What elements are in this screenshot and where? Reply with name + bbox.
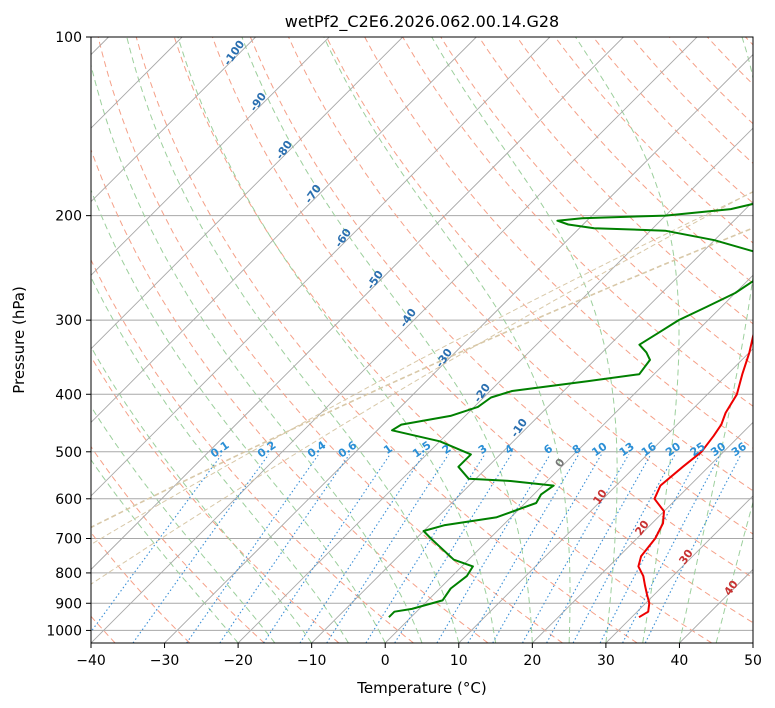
moist-adiabat [715, 500, 753, 643]
dewpoint-profile-line [388, 202, 753, 618]
moist-adiabat [678, 37, 753, 643]
mixing-ratio-line [522, 454, 630, 643]
isotherm-line [91, 37, 624, 571]
moist-adiabat [91, 276, 349, 643]
moist-adiabat [91, 63, 423, 643]
dry-adiabat [97, 37, 563, 643]
y-tick-label: 400 [55, 387, 82, 403]
plot-frame [90, 36, 754, 644]
y-axis: 100 200 300 400 500 600 700 800 900 1000 [46, 30, 91, 639]
y-tick-label: 1000 [46, 623, 82, 639]
moist-adiabat [431, 37, 618, 643]
x-tick-label: 30 [597, 653, 615, 669]
mixing-ratio-line [436, 454, 551, 643]
x-tick-label: −20 [223, 653, 253, 669]
moist-adiabat [177, 37, 497, 643]
dry-adiabats [91, 37, 753, 643]
dry-adiabat [592, 37, 753, 204]
mixing-ratio-line [394, 454, 512, 643]
dry-adiabat [516, 37, 753, 284]
isotherm-line [164, 53, 753, 643]
mixing-ratio-line [622, 454, 721, 643]
isotherm-line [91, 37, 477, 423]
plot-area [91, 37, 753, 643]
x-tick-label: −40 [76, 653, 106, 669]
temperature-profile-line [637, 332, 753, 619]
isotherm-line [237, 127, 753, 643]
mixing-ratio-lines [91, 454, 742, 643]
moist-adiabat [91, 458, 239, 643]
x-tick-label: 40 [671, 653, 689, 669]
moist-adiabat [91, 405, 276, 643]
isotherm-line [605, 495, 753, 643]
y-tick-label: 200 [55, 209, 82, 225]
isotherm-line [91, 37, 256, 203]
moist-adiabats [91, 37, 753, 643]
isotherm-line [91, 37, 404, 350]
x-tick-label: 20 [523, 653, 541, 669]
x-axis: −40 −30 −20 −10 0 10 20 30 40 50 [76, 643, 762, 669]
lcl-curves [91, 190, 753, 585]
isotherm-line [311, 201, 753, 643]
dry-adiabat [630, 37, 753, 164]
dry-adiabat [478, 37, 753, 325]
isotherm-line [91, 37, 330, 276]
y-tick-label: 500 [55, 445, 82, 461]
y-tick-label: 900 [55, 596, 82, 612]
mixing-ratio-line [91, 454, 223, 633]
y-tick-label: 800 [55, 566, 82, 582]
y-tick-label: 700 [55, 532, 82, 548]
mixing-ratio-line [365, 454, 486, 643]
lcl-curve [91, 190, 753, 585]
dry-adiabat [173, 37, 713, 643]
mixing-ratio-line [644, 454, 742, 643]
lcl-curve [91, 191, 753, 545]
y-axis-title: Pressure (hPa) [10, 286, 28, 394]
mixing-ratio-line [326, 454, 450, 643]
moist-adiabat [91, 345, 313, 643]
mixing-ratio-line [263, 454, 391, 643]
isotherms [91, 37, 753, 643]
dry-adiabat [135, 37, 638, 643]
dry-adiabat [288, 37, 753, 535]
x-tick-label: −10 [297, 653, 327, 669]
y-tick-label: 100 [55, 30, 82, 46]
isotherm-line [91, 37, 551, 497]
x-axis-title: Temperature (°C) [356, 679, 486, 697]
mixing-ratio-line [299, 454, 425, 643]
x-tick-label: 0 [381, 653, 390, 669]
moist-adiabat [241, 37, 533, 643]
lcl-curve [91, 227, 753, 529]
profile-series [388, 202, 753, 619]
dry-adiabat [249, 37, 753, 579]
x-tick-label: 10 [450, 653, 468, 669]
moist-adiabat [126, 37, 460, 643]
mixing-ratio-line [467, 454, 580, 643]
x-tick-label: 50 [744, 653, 762, 669]
moist-adiabat [323, 37, 571, 643]
isotherm-line [384, 274, 753, 643]
x-tick-label: −30 [150, 653, 180, 669]
chart-title: wetPf2_C2E6.2026.062.00.14.G28 [285, 12, 559, 32]
dry-adiabat [326, 37, 753, 492]
y-tick-label: 300 [55, 313, 82, 329]
y-tick-label: 600 [55, 492, 82, 508]
dry-adiabat [402, 37, 753, 407]
dry-adiabat [91, 445, 265, 643]
dry-adiabat [211, 37, 753, 624]
isotherm-line [532, 421, 753, 643]
dry-adiabat [91, 258, 414, 643]
isotherm-line [458, 348, 753, 643]
isotherm-line [91, 37, 698, 643]
mixing-ratio-line [492, 454, 602, 643]
moist-adiabat [91, 188, 386, 643]
